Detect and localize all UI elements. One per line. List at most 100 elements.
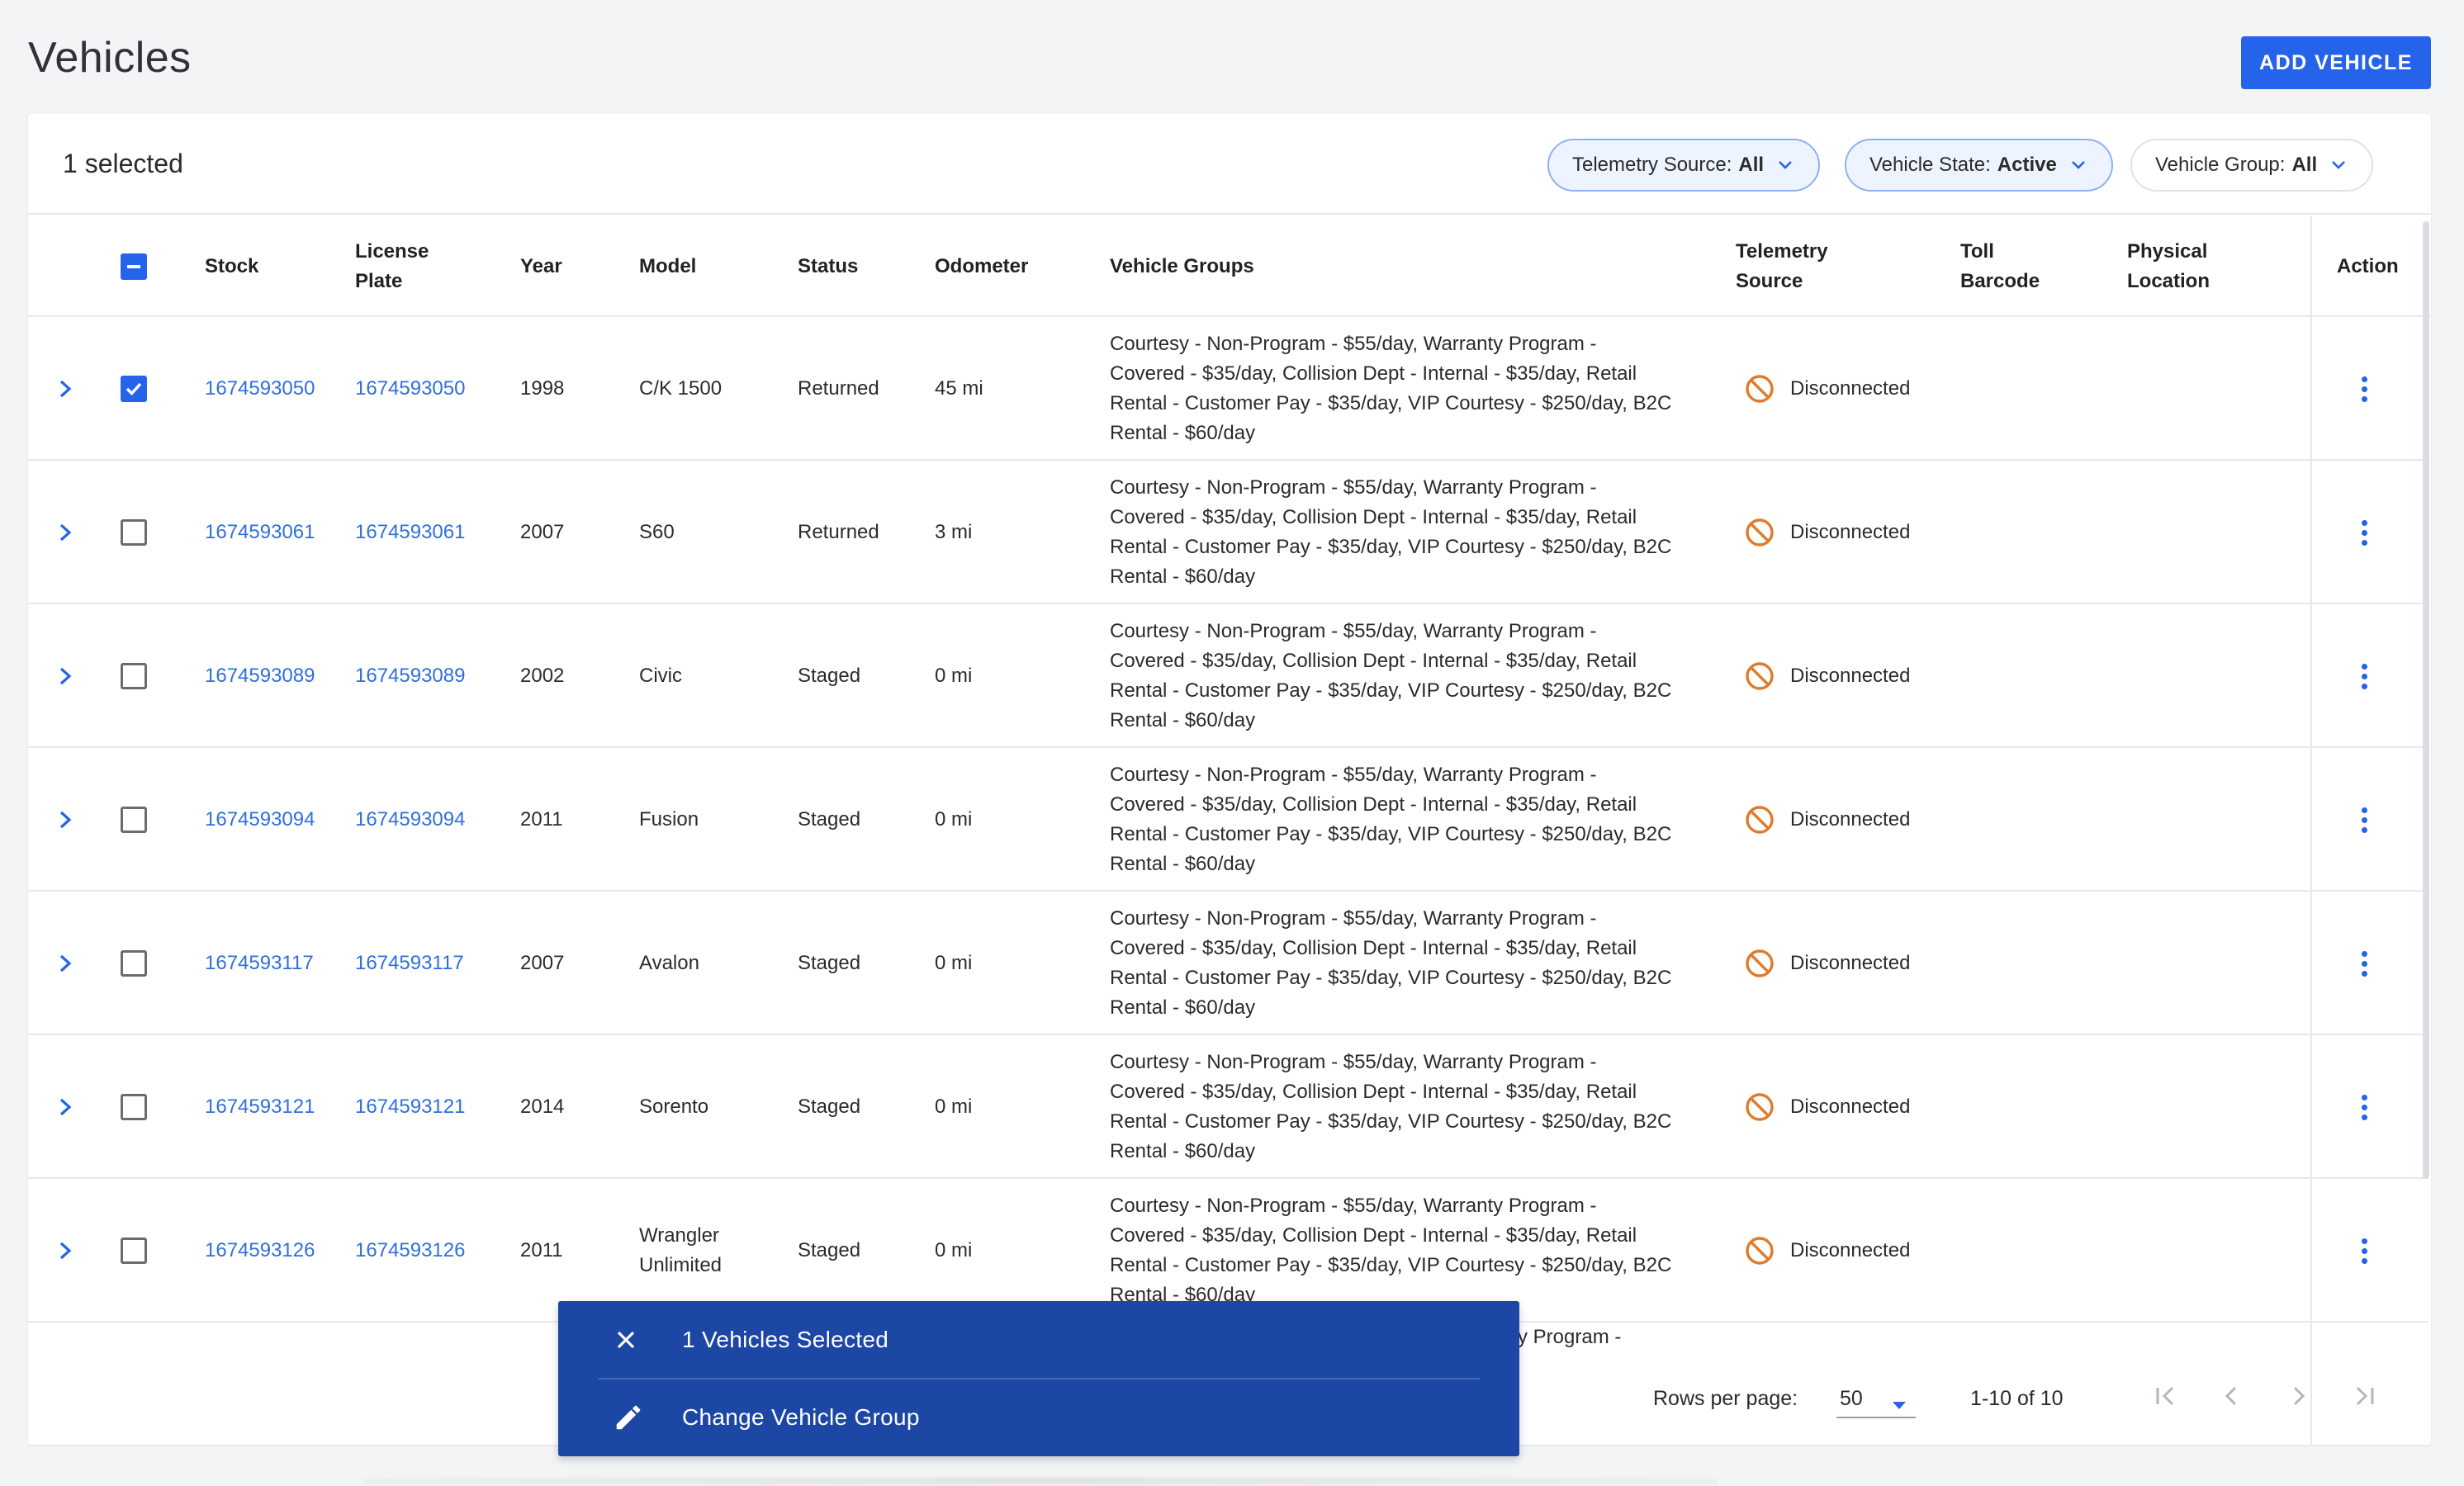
more-actions-icon[interactable]: [2362, 376, 2367, 402]
column-stock[interactable]: Stock: [205, 255, 259, 277]
column-vehicle-groups[interactable]: Vehicle Groups: [1110, 255, 1254, 277]
year-cell: 1998: [520, 377, 565, 400]
column-status[interactable]: Status: [798, 255, 859, 277]
chevron-right-icon[interactable]: [53, 1237, 78, 1265]
stock-link[interactable]: 1674593117: [205, 952, 314, 974]
stock-link[interactable]: 1674593094: [205, 808, 315, 831]
vehicle-groups-cell: Courtesy - Non-Program - $55/day, Warran…: [1110, 617, 1704, 736]
table-row: 1674593050 1674593050 1998 C/K 1500 Retu…: [28, 317, 2428, 461]
row-checkbox[interactable]: [121, 1238, 147, 1264]
chevron-right-icon[interactable]: [53, 375, 78, 403]
groups-line: Covered - $35/day, Collision Dept - Inte…: [1110, 362, 1637, 385]
selected-count: 1 selected: [63, 149, 183, 178]
license-plate-link[interactable]: 1674593050: [355, 377, 466, 400]
column-year[interactable]: Year: [520, 255, 562, 277]
groups-line: Courtesy - Non-Program - $55/day, Warran…: [1110, 1051, 1597, 1073]
more-actions-icon[interactable]: [2362, 951, 2367, 977]
chevron-right-icon[interactable]: [53, 1093, 78, 1121]
column-model[interactable]: Model: [639, 255, 697, 277]
license-plate-link[interactable]: 1674593117: [355, 952, 464, 974]
license-plate-link[interactable]: 1674593089: [355, 665, 466, 687]
chevron-right-icon[interactable]: [53, 518, 78, 547]
column-label-line: Barcode: [1960, 270, 2040, 292]
first-page-icon: [2156, 1386, 2174, 1406]
filter-vehicle-state[interactable]: Vehicle State: Active: [1845, 139, 2113, 192]
filter-value: Active: [1997, 154, 2057, 176]
row-checkbox[interactable]: [121, 519, 147, 546]
close-icon[interactable]: [613, 1327, 639, 1353]
table-row: 1674593089 1674593089 2002 Civic Staged …: [28, 604, 2428, 748]
chevron-right-icon[interactable]: [53, 662, 78, 690]
next-page-button[interactable]: [2284, 1382, 2312, 1410]
odometer-cell: 0 mi: [935, 952, 973, 974]
model-line: C/K 1500: [639, 377, 723, 400]
column-license-plate[interactable]: License Plate: [355, 237, 429, 296]
year-cell: 2011: [520, 808, 563, 831]
column-physical-location[interactable]: Physical Location: [2127, 237, 2210, 296]
caret-down-icon: [1891, 1394, 1907, 1417]
status-cell: Staged: [798, 1096, 861, 1118]
stock-link[interactable]: 1674593050: [205, 377, 315, 400]
disconnected-icon: [1744, 804, 1775, 835]
row-checkbox[interactable]: [121, 1094, 147, 1120]
status-cell: Staged: [798, 952, 861, 974]
select-all-checkbox[interactable]: [121, 253, 147, 280]
vertical-scrollbar[interactable]: [2423, 221, 2429, 1179]
first-page-button[interactable]: [2152, 1382, 2180, 1410]
license-plate-link[interactable]: 1674593094: [355, 808, 466, 831]
column-odometer[interactable]: Odometer: [935, 255, 1029, 277]
groups-line: Covered - $35/day, Collision Dept - Inte…: [1110, 937, 1637, 959]
table-row: 1674593094 1674593094 2011 Fusion Staged…: [28, 748, 2428, 892]
telemetry-status: Disconnected: [1744, 948, 1910, 979]
telemetry-status: Disconnected: [1744, 660, 1910, 692]
odometer-cell: 0 mi: [935, 665, 973, 687]
stock-link[interactable]: 1674593121: [205, 1096, 315, 1118]
license-plate-link[interactable]: 1674593061: [355, 521, 466, 543]
table-header: Stock License Plate Year Model Status Od…: [28, 216, 2431, 317]
column-telemetry-source[interactable]: Telemetry Source: [1736, 237, 1828, 296]
last-page-icon: [2356, 1386, 2374, 1406]
row-checkbox[interactable]: [121, 663, 147, 689]
more-actions-icon[interactable]: [2362, 807, 2367, 833]
chevron-right-icon[interactable]: [53, 949, 78, 977]
telemetry-status-text: Disconnected: [1790, 952, 1911, 974]
change-vehicle-group-button[interactable]: Change Vehicle Group: [558, 1379, 1519, 1456]
change-vehicle-group-label: Change Vehicle Group: [682, 1404, 920, 1430]
stock-link[interactable]: 1674593126: [205, 1239, 315, 1261]
last-page-button[interactable]: [2350, 1382, 2378, 1410]
row-checkbox[interactable]: [121, 376, 147, 402]
groups-line: Rental - $60/day: [1110, 996, 1256, 1019]
year-cell: 2014: [520, 1096, 565, 1118]
groups-line: Covered - $35/day, Collision Dept - Inte…: [1110, 1224, 1637, 1247]
add-vehicle-button[interactable]: ADD VEHICLE: [2241, 36, 2431, 89]
chevron-right-icon[interactable]: [53, 806, 78, 834]
groups-line: Courtesy - Non-Program - $55/day, Warran…: [1110, 620, 1597, 642]
more-actions-icon[interactable]: [2362, 664, 2367, 689]
rows-per-page-label: Rows per page:: [1653, 1387, 1798, 1410]
disconnected-icon: [1744, 948, 1775, 979]
vehicle-groups-cell: Courtesy - Non-Program - $55/day, Warran…: [1110, 329, 1704, 448]
filter-vehicle-group[interactable]: Vehicle Group: All: [2130, 139, 2374, 192]
column-label-line: Physical: [2127, 240, 2208, 263]
filter-telemetry-source[interactable]: Telemetry Source: All: [1547, 139, 1821, 192]
row-checkbox[interactable]: [121, 807, 147, 833]
stock-link[interactable]: 1674593061: [205, 521, 315, 543]
more-actions-icon[interactable]: [2362, 1095, 2367, 1120]
rows-per-page-select[interactable]: 50: [1836, 1380, 1916, 1418]
filter-label: Telemetry Source:: [1572, 154, 1732, 176]
table-row: 1674593061 1674593061 2007 S60 Returned …: [28, 461, 2428, 604]
license-plate-link[interactable]: 1674593126: [355, 1239, 466, 1261]
more-actions-icon[interactable]: [2362, 520, 2367, 546]
model-line: Avalon: [639, 952, 699, 974]
column-toll-barcode[interactable]: Toll Barcode: [1960, 237, 2040, 296]
row-checkbox[interactable]: [121, 950, 147, 977]
odometer-cell: 0 mi: [935, 808, 973, 831]
more-actions-icon[interactable]: [2362, 1238, 2367, 1264]
groups-line: Covered - $35/day, Collision Dept - Inte…: [1110, 650, 1637, 672]
stock-link[interactable]: 1674593089: [205, 665, 315, 687]
license-plate-link[interactable]: 1674593121: [355, 1096, 466, 1118]
previous-page-button[interactable]: [2218, 1382, 2246, 1410]
groups-line: Rental - $60/day: [1110, 853, 1256, 875]
pencil-icon: [613, 1402, 644, 1433]
year-cell: 2007: [520, 521, 565, 543]
